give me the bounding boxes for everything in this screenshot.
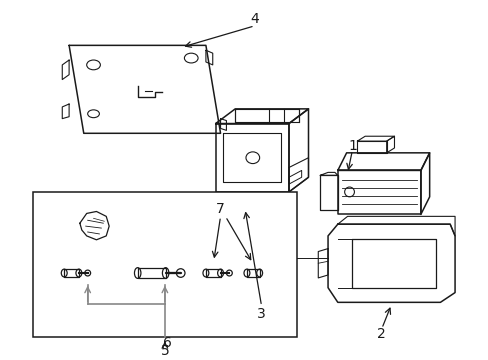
Text: 2: 2 <box>377 327 386 341</box>
Bar <box>33 192 296 337</box>
Text: 4: 4 <box>250 12 259 26</box>
Text: 1: 1 <box>347 139 356 153</box>
Text: 5: 5 <box>160 344 169 358</box>
Text: 7: 7 <box>216 202 224 216</box>
Text: 6: 6 <box>163 336 172 350</box>
Text: 3: 3 <box>257 307 265 321</box>
